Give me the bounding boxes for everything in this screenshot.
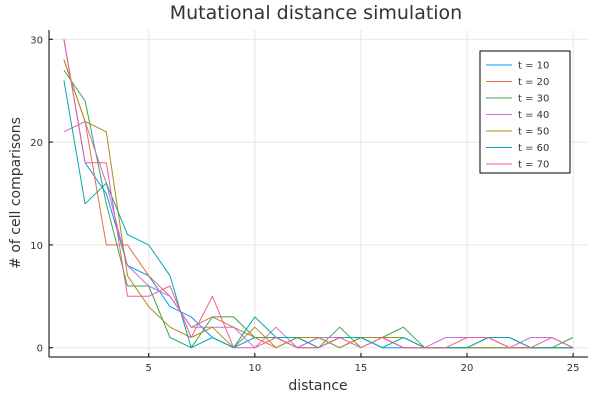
legend-label: t = 60: [518, 143, 549, 154]
chart-title: Mutational distance simulation: [170, 2, 462, 24]
y-tick-label: 0: [37, 344, 43, 355]
series-lines: [63, 39, 574, 349]
x-tick-label: 15: [355, 363, 368, 374]
y-tick-label: 10: [30, 241, 43, 252]
x-tick-labels: 5 10 15 20 25: [146, 353, 580, 374]
y-axis-label: # of cell comparisons: [8, 117, 24, 269]
series-line-7: [63, 39, 574, 349]
legend-box: [479, 50, 571, 174]
axes: [48, 30, 588, 358]
x-tick-label: 5: [146, 363, 152, 374]
x-tick-label: 20: [461, 363, 474, 374]
x-axis-label: distance: [288, 378, 347, 394]
x-tick-label: 10: [248, 363, 261, 374]
y-tick-label: 20: [30, 138, 43, 149]
legend-label: t = 40: [518, 110, 549, 121]
legend: t = 10 t = 20 t = 30 t = 40 t = 50 t = 60 t = …: [479, 50, 571, 174]
series-line-5: [63, 59, 574, 349]
x-tick-label: 25: [567, 363, 580, 374]
y-tick-label: 30: [30, 35, 43, 46]
legend-label: t = 70: [518, 160, 549, 171]
legend-label: t = 20: [518, 77, 549, 88]
legend-label: t = 50: [518, 127, 549, 138]
y-tick-labels: 0 10 20 30: [30, 35, 53, 355]
legend-label: t = 10: [518, 61, 549, 72]
legend-label: t = 30: [518, 94, 549, 105]
